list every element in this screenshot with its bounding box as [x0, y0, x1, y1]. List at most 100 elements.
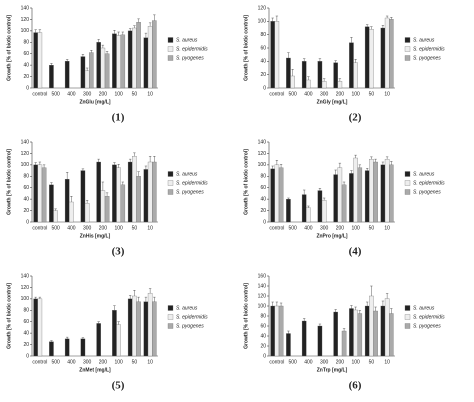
error-bar — [65, 172, 69, 180]
bar — [96, 323, 101, 357]
legend-swatch — [404, 46, 411, 52]
bar — [384, 298, 390, 357]
legend-swatch — [167, 171, 174, 177]
bar — [100, 190, 106, 223]
error-bar — [90, 50, 93, 53]
x-tick-label: 10 — [384, 359, 390, 365]
error-bar — [334, 60, 337, 63]
error-bar — [374, 158, 377, 162]
legend-label: S. epidermidis — [176, 46, 208, 52]
x-tick-label: 300 — [83, 359, 92, 365]
y-tick-label: 40 — [23, 196, 29, 202]
error-bar — [148, 156, 152, 162]
y-tick-label: 100 — [258, 303, 267, 309]
bar — [321, 200, 327, 223]
error-bar — [50, 340, 53, 342]
legend-label: S. pyogenes — [176, 189, 204, 195]
error-bar — [370, 285, 373, 296]
bar — [132, 27, 137, 89]
x-tick-label: 400 — [304, 91, 313, 97]
bar — [100, 47, 106, 89]
error-bar — [133, 25, 136, 28]
error-bar — [128, 158, 132, 162]
error-bar — [381, 25, 385, 28]
error-bar — [271, 17, 274, 22]
bar — [120, 34, 126, 89]
error-bar — [113, 162, 116, 165]
x-tick-label: 100 — [114, 91, 123, 97]
y-tick-label: 100 — [21, 162, 30, 168]
legend-swatch — [167, 189, 174, 195]
legend-swatch — [167, 46, 174, 52]
error-bar — [97, 158, 100, 162]
error-bar — [144, 165, 148, 170]
y-tick-label: 140 — [21, 5, 30, 11]
y-tick-label: 0 — [263, 219, 266, 225]
bar — [337, 167, 343, 223]
error-bar — [65, 59, 69, 62]
bar — [301, 61, 307, 89]
error-bar — [390, 17, 393, 20]
legend-label: S. pyogenes — [176, 323, 204, 329]
bar — [364, 170, 370, 223]
y-tick-label: 120 — [21, 285, 30, 291]
bar — [96, 42, 101, 89]
y-tick-label: 160 — [258, 273, 267, 279]
error-bar — [307, 76, 310, 80]
bar — [143, 37, 149, 89]
bar — [53, 210, 58, 223]
bar — [116, 324, 121, 357]
error-bar — [113, 305, 116, 311]
bar — [349, 308, 354, 357]
y-tick-label: 80 — [23, 40, 29, 46]
x-tick-label: 500 — [288, 225, 297, 231]
error-bar — [291, 69, 294, 76]
legend-label: S. aureus — [413, 305, 435, 311]
bar — [317, 325, 323, 357]
error-bar — [374, 306, 377, 311]
x-axis-label: ZnGlu [mg/L] — [79, 99, 110, 105]
x-tick-label: 10 — [147, 91, 153, 97]
error-bar — [338, 162, 342, 168]
bar — [41, 167, 47, 223]
error-bar — [338, 78, 342, 82]
y-tick-label: 0 — [26, 85, 29, 91]
x-tick-label: 400 — [304, 359, 313, 365]
error-bar — [370, 156, 373, 160]
error-bar — [385, 15, 389, 18]
bar — [80, 56, 86, 89]
y-tick-label: 40 — [260, 333, 266, 339]
x-tick-label: 300 — [320, 359, 329, 365]
bar — [306, 79, 311, 89]
legend-label: S. aureus — [413, 171, 435, 177]
x-tick-label: 200 — [99, 359, 108, 365]
x-tick-label: control — [269, 91, 284, 97]
panel-label: (4) — [349, 246, 362, 258]
x-tick-label: 200 — [336, 225, 345, 231]
bar — [89, 52, 94, 89]
bar — [143, 301, 149, 357]
y-tick-label: 60 — [23, 185, 29, 191]
x-tick-label: 10 — [147, 359, 153, 365]
bar — [369, 295, 374, 357]
error-bar — [358, 164, 362, 168]
bar — [333, 174, 338, 223]
bar — [380, 164, 386, 223]
error-bar — [81, 337, 85, 339]
error-bar — [275, 160, 279, 165]
legend-swatch — [167, 55, 174, 61]
bar — [384, 158, 390, 223]
x-tick-label: 400 — [67, 91, 76, 97]
bar — [84, 70, 90, 89]
y-tick-label: 40 — [260, 196, 266, 202]
bar — [64, 60, 70, 89]
error-bar — [287, 197, 290, 200]
bar — [301, 194, 307, 223]
error-bar — [370, 26, 373, 30]
bar — [127, 298, 133, 357]
y-tick-label: 20 — [260, 208, 266, 214]
legend-label: S. pyogenes — [413, 55, 441, 61]
x-tick-label: 100 — [114, 225, 123, 231]
y-tick-label: 100 — [258, 19, 267, 25]
error-bar — [137, 18, 140, 23]
